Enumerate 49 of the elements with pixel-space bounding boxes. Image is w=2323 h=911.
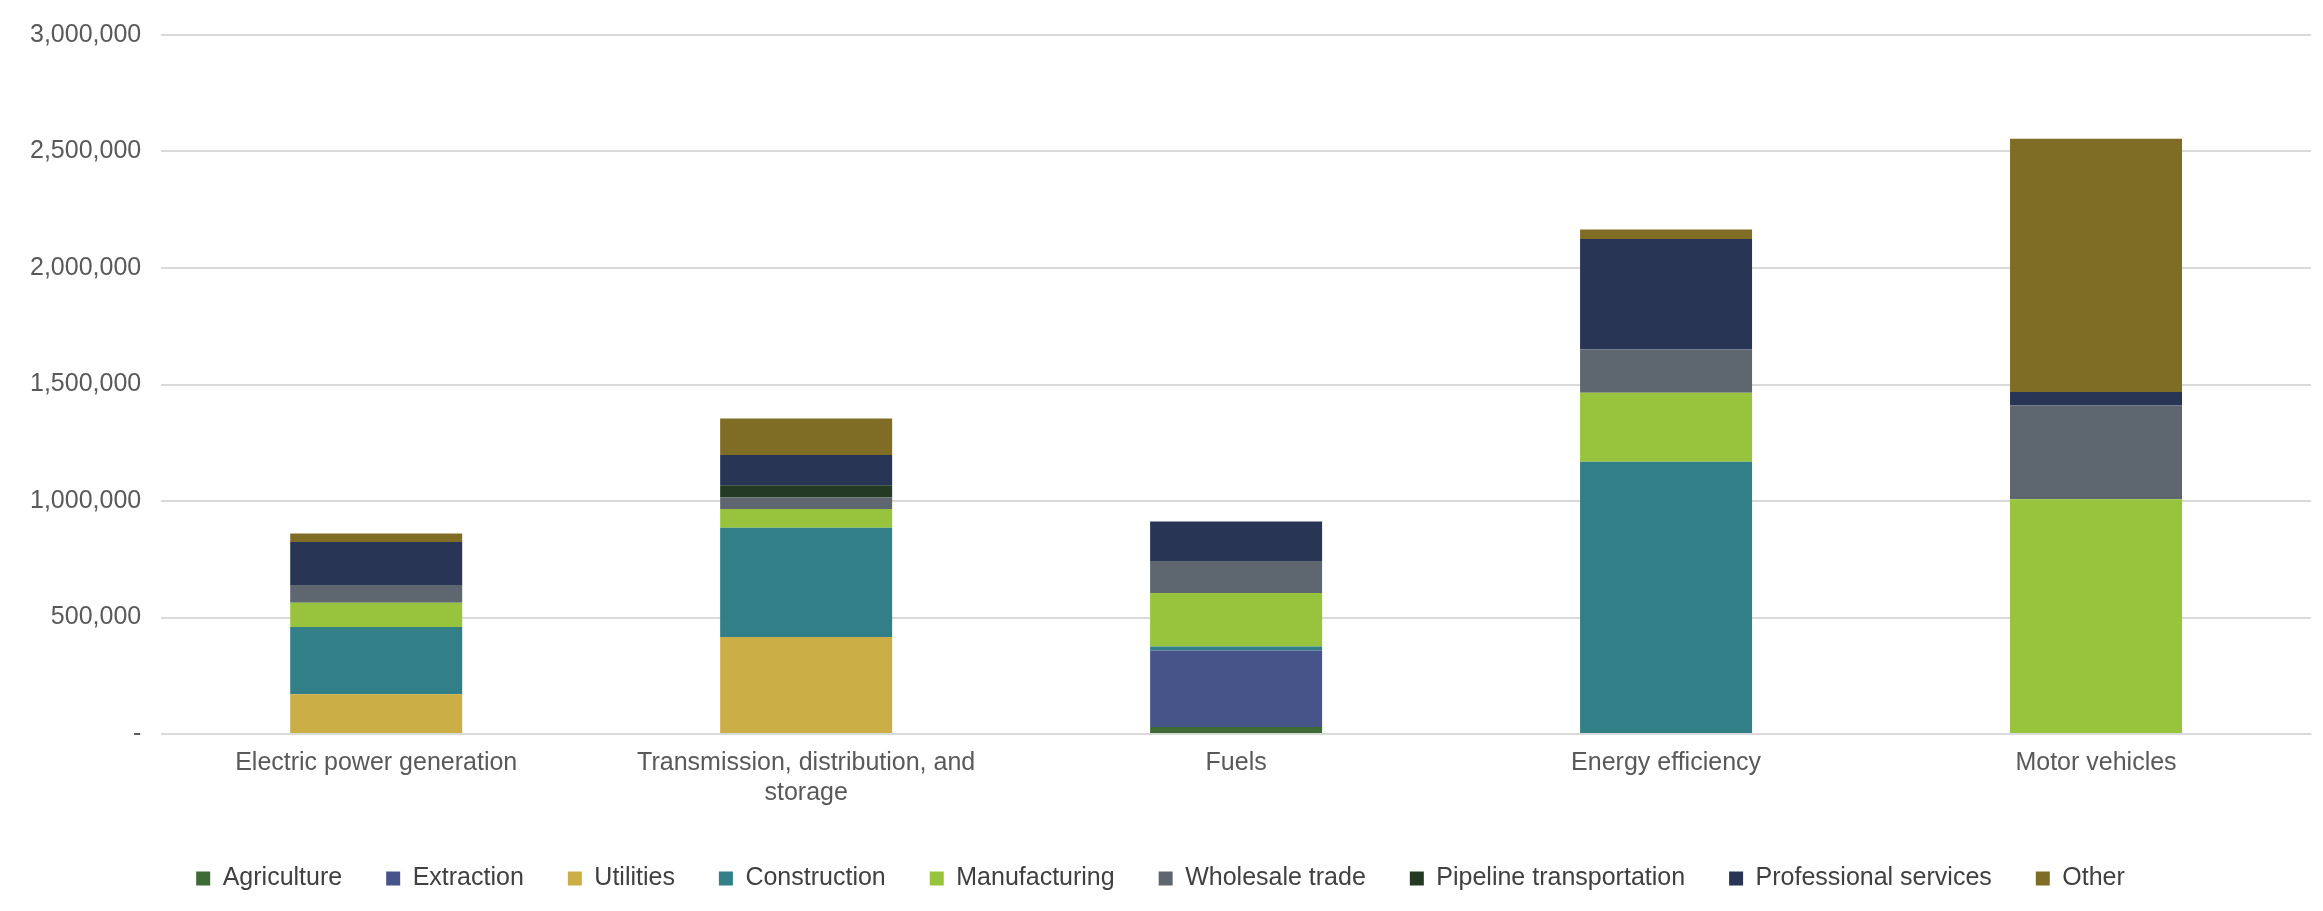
bar [1150, 593, 1323, 647]
bar [2010, 499, 2183, 733]
y-tick-label: 3,000,000 [30, 18, 142, 47]
x-tick-label: Motor vehicles [2015, 746, 2177, 775]
bar [290, 602, 463, 628]
bar [1150, 521, 1323, 562]
bar [290, 542, 463, 585]
bar [290, 627, 463, 695]
legend-label: Agriculture [222, 862, 343, 891]
legend-label: Professional services [1755, 862, 1992, 891]
bar [2010, 391, 2183, 406]
bar [720, 508, 893, 528]
bar [290, 584, 463, 603]
bar [720, 485, 893, 498]
legend-label: Utilities [594, 862, 675, 891]
bar [1580, 238, 1753, 350]
bar [720, 418, 893, 456]
y-tick-label: 500,000 [50, 601, 142, 630]
y-tick-label: 2,500,000 [30, 135, 142, 164]
x-tick-label: Fuels [1205, 746, 1267, 775]
bar [1580, 392, 1753, 462]
bar [1150, 727, 1323, 733]
legend-label: Extraction [412, 862, 524, 891]
y-tick-label: 2,000,000 [30, 251, 142, 280]
bar [1580, 229, 1753, 239]
x-tick-label: Energy efficiency [1571, 746, 1762, 775]
bar [1150, 646, 1323, 651]
bar [290, 694, 463, 733]
legend-label: Construction [745, 862, 886, 891]
x-tick-label: Electric power generation [235, 746, 518, 775]
bar [1580, 461, 1753, 733]
bar [720, 637, 893, 733]
bar [1150, 561, 1323, 594]
legend-label: Wholesale trade [1185, 862, 1366, 891]
bar [720, 497, 893, 509]
bar [720, 455, 893, 486]
y-tick-label: - [132, 717, 142, 746]
bar [1580, 349, 1753, 393]
y-tick-label: 1,000,000 [30, 484, 142, 513]
x-tick-label: Transmission, distribution, and storage [637, 746, 976, 805]
legend-label: Manufacturing [956, 862, 1115, 891]
bar [1150, 650, 1323, 728]
bar [2010, 405, 2183, 500]
y-tick-label: 1,500,000 [30, 368, 142, 397]
legend-label: Pipeline transportation [1436, 862, 1686, 891]
bar [720, 527, 893, 638]
bar [2010, 138, 2183, 392]
legend-label: Other [2062, 862, 2125, 891]
bar [290, 533, 463, 543]
